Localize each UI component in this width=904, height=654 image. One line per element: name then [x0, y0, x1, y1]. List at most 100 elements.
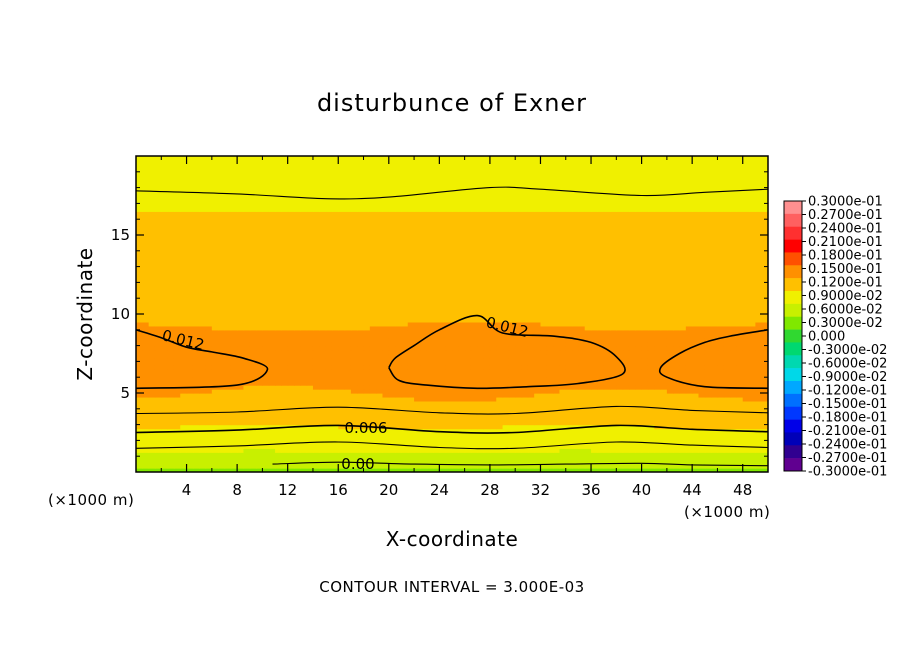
field-cell: [433, 365, 440, 370]
field-cell: [338, 424, 346, 430]
field-cell: [515, 373, 523, 378]
field-cell: [237, 357, 245, 362]
field-cell: [692, 357, 700, 362]
field-cell: [199, 341, 207, 347]
field-cell: [749, 389, 756, 394]
field-cell: [388, 278, 396, 283]
field-cell: [281, 428, 289, 434]
field-cell: [723, 400, 731, 406]
field-cell: [647, 329, 655, 335]
field-cell: [698, 385, 706, 390]
field-cell: [186, 424, 194, 430]
field-cell: [578, 440, 586, 445]
field-cell: [180, 381, 188, 386]
field-cell: [654, 294, 662, 299]
field-cell: [275, 321, 282, 327]
field-cell: [312, 448, 320, 453]
field-cell: [692, 396, 700, 402]
field-cell: [641, 302, 649, 307]
field-cell: [452, 436, 459, 441]
field-cell: [698, 420, 706, 426]
field-cell: [502, 393, 510, 398]
field-cell: [136, 310, 143, 315]
field-cell: [192, 420, 200, 426]
field-cell: [262, 321, 270, 327]
field-cell: [281, 389, 289, 394]
field-cell: [565, 321, 573, 327]
field-cell: [546, 464, 554, 469]
field-cell: [635, 444, 643, 449]
field-cell: [597, 341, 605, 347]
field-cell: [622, 460, 630, 465]
field-cell: [527, 377, 535, 382]
field-cell: [338, 286, 346, 291]
field-cell: [736, 294, 744, 299]
field-cell: [717, 333, 725, 339]
field-cell: [136, 468, 143, 472]
field-cell: [742, 325, 750, 331]
field-cell: [180, 306, 188, 311]
field-cell: [610, 310, 617, 315]
field-cell: [306, 408, 314, 414]
field-cell: [407, 420, 415, 426]
field-cell: [553, 341, 561, 347]
field-cell: [205, 317, 213, 323]
field-cell: [338, 385, 346, 390]
field-cell: [382, 432, 390, 438]
field-cell: [369, 321, 377, 327]
field-cell: [565, 389, 573, 394]
field-cell: [515, 369, 523, 374]
field-cell: [647, 436, 655, 441]
field-cell: [376, 428, 384, 434]
field-cell: [268, 325, 276, 331]
field-cell: [527, 468, 535, 472]
field-cell: [136, 290, 143, 295]
field-cell: [723, 420, 731, 426]
field-cell: [344, 408, 352, 414]
field-cell: [483, 286, 491, 291]
field-cell: [723, 404, 731, 410]
field-cell: [350, 377, 358, 382]
field-cell: [312, 377, 320, 382]
field-cell: [755, 369, 763, 374]
field-cell: [515, 452, 523, 457]
field-cell: [622, 464, 630, 469]
field-cell: [755, 393, 763, 398]
field-cell: [685, 464, 693, 469]
field-cell: [161, 452, 169, 457]
field-cell: [344, 385, 352, 390]
field-cell: [647, 314, 655, 319]
field-cell: [192, 393, 200, 398]
field-cell: [275, 432, 282, 438]
field-cell: [154, 400, 162, 406]
field-cell: [591, 306, 598, 311]
field-cell: [679, 393, 687, 398]
field-cell: [515, 365, 523, 370]
field-cell: [420, 357, 428, 362]
field-cell: [218, 302, 226, 307]
field-cell: [755, 377, 763, 382]
field-cell: [761, 337, 768, 343]
field-cell: [692, 369, 700, 374]
field-cell: [546, 385, 554, 390]
field-cell: [489, 408, 497, 414]
field-cell: [534, 408, 542, 414]
field-cell: [205, 286, 213, 291]
field-cell: [749, 396, 756, 402]
field-cell: [439, 314, 447, 319]
field-cell: [256, 373, 263, 378]
field-cell: [736, 468, 744, 472]
field-cell: [363, 444, 371, 449]
field-cell: [338, 456, 346, 461]
field-cell: [180, 310, 188, 315]
field-cell: [319, 373, 327, 378]
field-cell: [426, 416, 434, 422]
field-cell: [287, 393, 295, 398]
field-cell: [281, 345, 289, 351]
field-cell: [357, 314, 365, 319]
field-cell: [275, 452, 282, 457]
field-cell: [224, 456, 232, 461]
field-cell: [553, 404, 561, 410]
field-cell: [470, 432, 478, 438]
field-cell: [666, 424, 674, 430]
